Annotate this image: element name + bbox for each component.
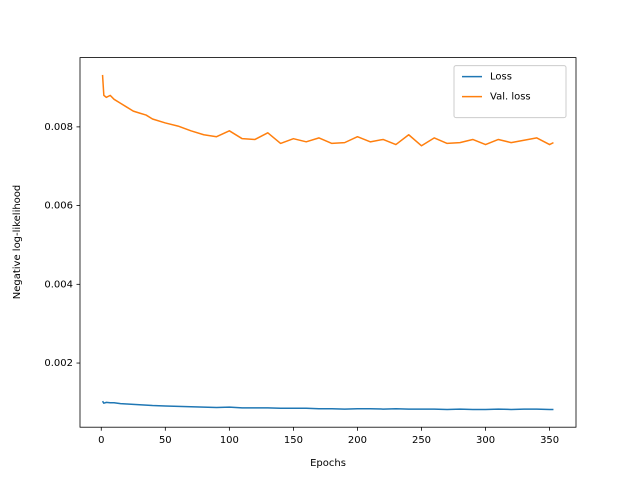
x-tick-label: 0 xyxy=(98,435,104,446)
x-tick-label: 150 xyxy=(284,435,303,446)
y-tick-label: 0.006 xyxy=(44,201,73,212)
x-tick-label: 100 xyxy=(220,435,239,446)
x-tick-label: 50 xyxy=(159,435,172,446)
x-tick-label: 250 xyxy=(412,435,431,446)
legend-label: Loss xyxy=(490,72,512,83)
y-axis-label: Negative log-likelihood xyxy=(12,185,23,300)
x-axis-label: Epochs xyxy=(310,458,346,469)
series-line xyxy=(101,400,554,411)
series-line xyxy=(101,74,554,147)
legend-label: Val. loss xyxy=(490,92,531,103)
x-tick-label: 300 xyxy=(476,435,495,446)
legend-box xyxy=(453,65,567,119)
x-tick-label: 350 xyxy=(540,435,559,446)
y-tick-label: 0.002 xyxy=(44,358,73,369)
x-tick-label: 200 xyxy=(348,435,367,446)
y-tick-label: 0.004 xyxy=(44,279,73,290)
plot-frame xyxy=(79,57,577,428)
y-tick-label: 0.008 xyxy=(44,122,73,133)
